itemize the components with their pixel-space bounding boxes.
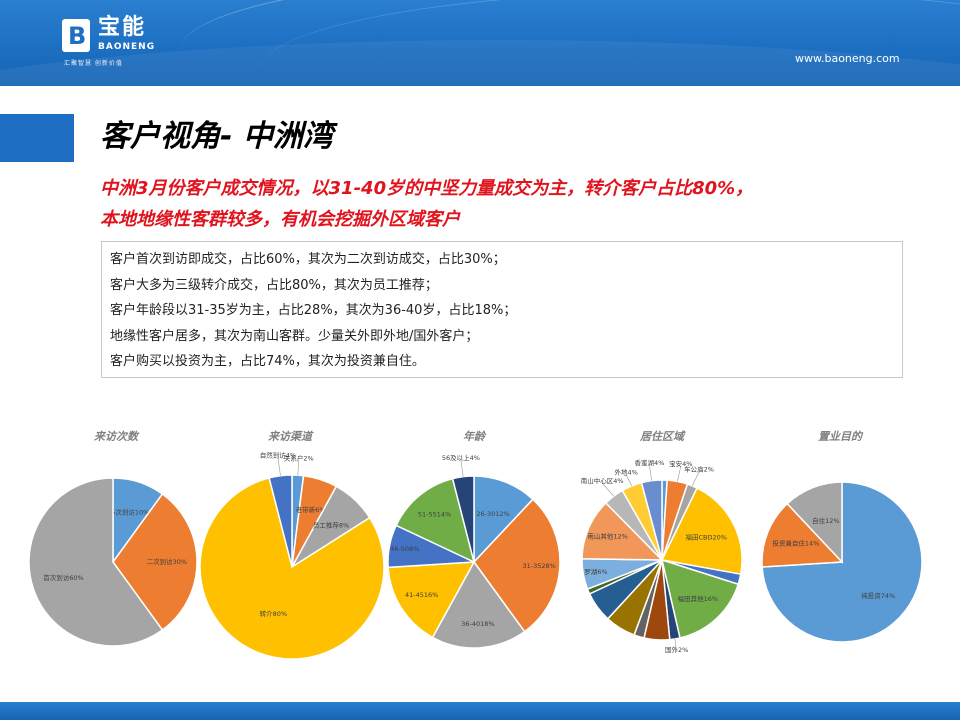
logo-english-name: BAONENG	[98, 42, 156, 52]
slice-label: 36-4018%	[461, 620, 494, 628]
pie-slice	[431, 560, 526, 649]
subtitle: 中洲3月份客户成交情况，以31-40岁的中坚力量成交为主，转介客户占比80%， …	[100, 173, 900, 235]
slice-label: 老带新6%	[296, 505, 326, 514]
slice-label: 外地4%	[615, 468, 638, 477]
pie-chart: 年龄 26-3012% 31-3528% 36-4018% 41-4516% 46-508…	[387, 430, 561, 649]
chart-title: 来访次数	[94, 430, 140, 443]
slice-label: 福田CBD20%	[685, 533, 726, 542]
leader-line	[460, 459, 464, 477]
logo-mark: B	[68, 22, 87, 50]
slice-label: 国外2%	[665, 645, 688, 654]
slice-label: 41-4516%	[405, 591, 438, 599]
website-url: www.baoneng.com	[795, 52, 900, 65]
slice-label: 福田其他16%	[678, 594, 718, 603]
slice-label: 多次到访10%	[109, 508, 149, 517]
leader-line	[649, 465, 652, 481]
header-banner: B 宝能 BAONENG 汇聚智慧 创新价值 www.baoneng.com	[0, 0, 960, 86]
slice-label: 宝安4%	[669, 459, 692, 468]
title-accent-bar	[0, 114, 74, 162]
slice-label: 26-3012%	[476, 510, 509, 518]
pie-slice	[660, 487, 743, 576]
pie-slice	[473, 498, 561, 633]
slice-label: 罗湖6%	[584, 567, 607, 576]
chart-title: 年龄	[463, 430, 487, 443]
subtitle-line: 中洲3月份客户成交情况，以31-40岁的中坚力量成交为主，转介客户占比80%，	[100, 178, 754, 199]
pie-slice	[395, 477, 476, 564]
slice-label: 56及以上4%	[442, 453, 480, 462]
pie-slice	[761, 502, 844, 568]
pie-slice	[786, 481, 843, 564]
leader-line	[677, 466, 682, 482]
chart-title: 来访渠道	[268, 430, 314, 443]
pie-slice	[199, 476, 385, 660]
pie-slice	[660, 558, 740, 639]
logo-slogan: 汇聚智慧 创新价值	[64, 60, 123, 67]
chart-title: 置业目的	[818, 430, 864, 443]
slice-label: 南山中心区4%	[581, 476, 624, 485]
slice-label: 46-508%	[390, 545, 419, 553]
pie-slice	[387, 561, 476, 639]
slice-label: 自然到访4%	[260, 451, 296, 460]
pie-slice	[268, 474, 293, 568]
slice-label: 首次到访60%	[43, 573, 83, 582]
leader-line	[297, 460, 300, 476]
leader-line	[692, 471, 700, 487]
subtitle-line: 本地地缘性客群较多，有机会挖掘外区域客户	[100, 209, 460, 230]
summary-line: 客户年龄段以31-35岁为主，占比28%，其次为36-40岁，占比18%；	[110, 303, 517, 318]
summary-line: 客户大多为三级转介成交，占比80%，其次为员工推荐；	[110, 277, 438, 293]
logo-icon: B	[62, 19, 90, 52]
slice-label: 车公庙2%	[684, 465, 714, 474]
slice-label: 投资兼自住14%	[772, 539, 819, 548]
slice-label: 转介80%	[260, 609, 287, 618]
logo-name: 宝能	[98, 15, 147, 40]
leader-line	[601, 482, 614, 497]
slice-label: 纯投资74%	[861, 591, 895, 600]
pie-slice	[112, 492, 198, 632]
summary-line: 客户首次到访即成交，占比60%，其次为二次到访成交，占比30%；	[110, 252, 506, 267]
chart-title: 居住区域	[639, 430, 686, 443]
slice-label: 关系户2%	[284, 454, 314, 463]
leader-line	[625, 474, 632, 487]
pie-slice	[581, 501, 664, 561]
slice-label: 香蜜湖4%	[634, 458, 664, 467]
slice-label: 31-3528%	[523, 562, 556, 570]
leader-line	[277, 457, 281, 476]
page-title: 客户视角- 中洲湾	[100, 119, 333, 154]
summary-line: 客户购买以投资为主，占比74%，其次为投资兼自住。	[110, 354, 425, 369]
slice-label: 员工推荐8%	[313, 520, 349, 529]
slice-label: 南山其他12%	[587, 532, 627, 541]
leader-line	[674, 638, 677, 653]
summary-line: 地缘性客户居多，其次为南山客群。少量关外即外地/国外客户；	[110, 328, 479, 344]
footer-bar	[0, 702, 960, 720]
slice-label: 自住12%	[812, 516, 839, 525]
slice-label: 二次到访30%	[147, 557, 187, 566]
pie-slice	[28, 477, 164, 647]
slice-label: 51-5514%	[418, 510, 451, 518]
pie-slice	[473, 475, 534, 564]
summary-box: 客户首次到访即成交，占比60%，其次为二次到访成交，占比30%； 客户大多为三级…	[101, 241, 903, 378]
